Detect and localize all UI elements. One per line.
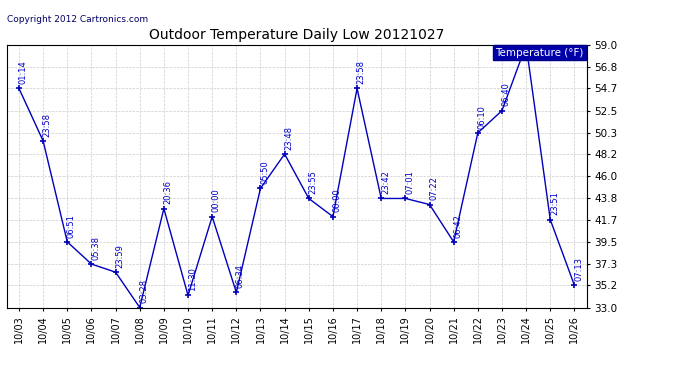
Text: 03:28: 03:28	[139, 279, 148, 303]
Text: 06:10: 06:10	[477, 105, 486, 129]
Text: 20:36: 20:36	[164, 180, 172, 204]
Text: 05:50: 05:50	[260, 160, 269, 184]
Text: 23:55: 23:55	[308, 170, 317, 194]
Text: 00:00: 00:00	[212, 189, 221, 213]
Text: 06:42: 06:42	[453, 214, 462, 238]
Text: 06:34: 06:34	[236, 264, 245, 288]
Text: 23:42: 23:42	[381, 170, 390, 194]
Title: Outdoor Temperature Daily Low 20121027: Outdoor Temperature Daily Low 20121027	[149, 28, 444, 42]
Text: 06:51: 06:51	[67, 214, 76, 238]
Text: 05:38: 05:38	[91, 236, 100, 260]
Text: 11:30: 11:30	[188, 267, 197, 291]
Text: Temperature (°F): Temperature (°F)	[495, 48, 584, 58]
Text: 07:01: 07:01	[405, 170, 414, 194]
Text: 23:51: 23:51	[550, 192, 559, 216]
Text: 07:13: 07:13	[574, 257, 583, 281]
Text: 06:40: 06:40	[502, 82, 511, 106]
Text: 00:00: 00:00	[333, 189, 342, 213]
Text: 07:22: 07:22	[429, 177, 438, 200]
Text: 23:58: 23:58	[357, 60, 366, 84]
Text: Copyright 2012 Cartronics.com: Copyright 2012 Cartronics.com	[7, 15, 148, 24]
Text: 23:58: 23:58	[43, 113, 52, 137]
Text: 01:14: 01:14	[19, 60, 28, 84]
Text: 23:59: 23:59	[115, 244, 124, 268]
Text: 23:48: 23:48	[284, 126, 293, 150]
